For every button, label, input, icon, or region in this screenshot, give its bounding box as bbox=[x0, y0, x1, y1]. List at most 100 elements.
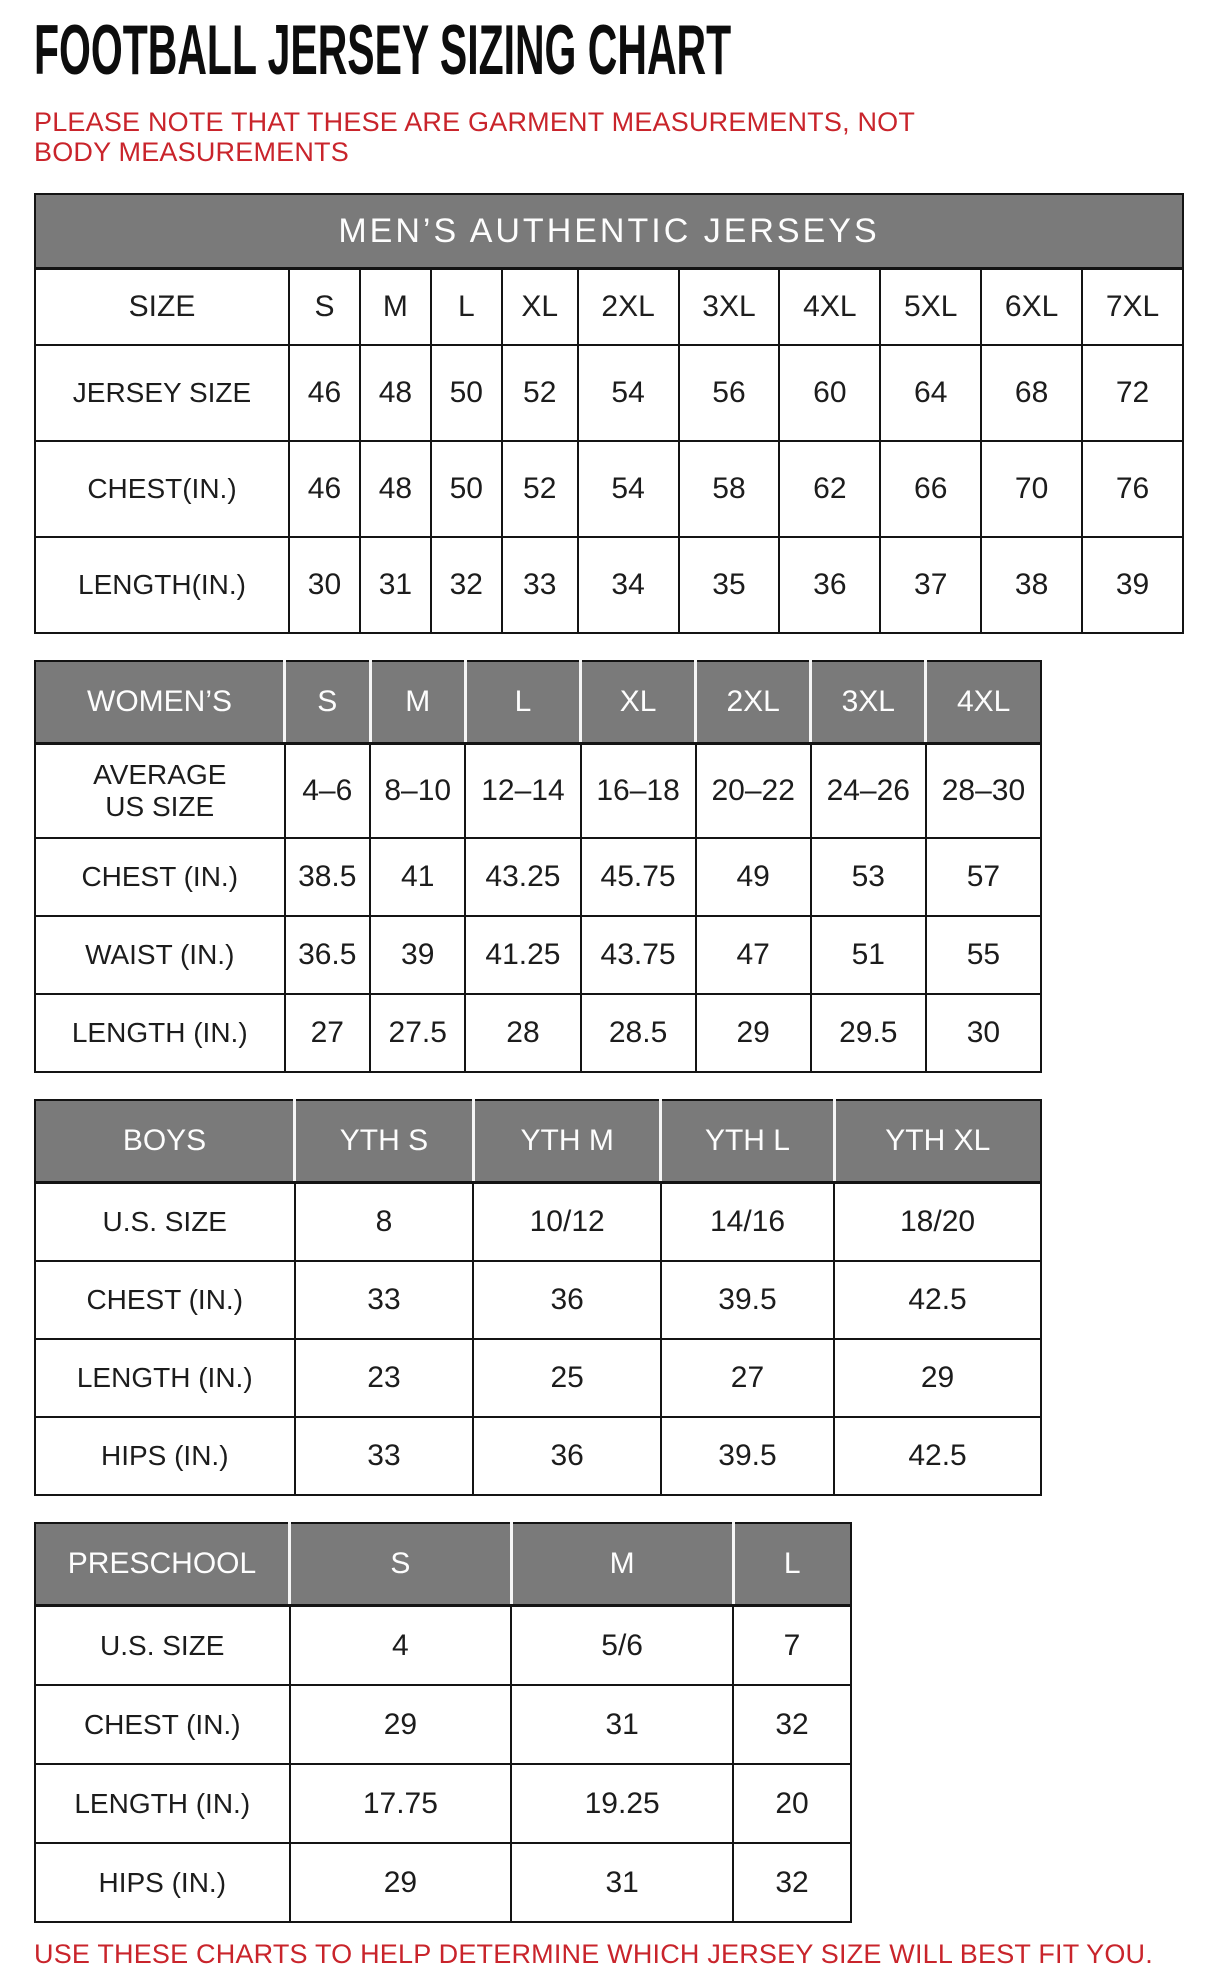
womens-value-cell: 29 bbox=[694, 993, 812, 1074]
boys-table-row: HIPS (IN.) 33 36 39.5 42.5 bbox=[34, 1416, 1042, 1497]
preschool-table-row: U.S. SIZE 4 5/6 7 bbox=[34, 1604, 852, 1687]
preschool-column-header-l: L bbox=[731, 1522, 852, 1608]
womens-column-header-m: M bbox=[368, 660, 467, 746]
womens-row-label: CHEST (IN.) bbox=[34, 837, 286, 918]
womens-value-cell: 45.75 bbox=[579, 837, 697, 918]
boys-value-cell: 27 bbox=[659, 1338, 836, 1419]
boys-value-cell: 39.5 bbox=[659, 1416, 836, 1497]
mens-value-cell: 62 bbox=[778, 440, 882, 539]
preschool-row-label: HIPS (IN.) bbox=[34, 1842, 291, 1924]
boys-table-row: U.S. SIZE 8 10/12 14/16 18/20 bbox=[34, 1181, 1042, 1263]
boys-column-header-yth-xl: YTH XL bbox=[832, 1099, 1042, 1185]
preschool-value-cell: 32 bbox=[732, 1684, 852, 1766]
mens-value-cell: 46 bbox=[288, 344, 361, 443]
mens-value-cell: 48 bbox=[358, 344, 432, 443]
preschool-row-label: CHEST (IN.) bbox=[34, 1684, 291, 1766]
mens-column-header-6xl: 6XL bbox=[980, 267, 1084, 347]
mens-row-label: CHEST(IN.) bbox=[34, 440, 290, 539]
preschool-value-cell: 4 bbox=[288, 1604, 513, 1687]
boys-value-cell: 10/12 bbox=[472, 1181, 662, 1263]
boys-column-header-yth-s: YTH S bbox=[293, 1099, 475, 1185]
mens-value-cell: 56 bbox=[677, 344, 781, 443]
mens-column-header-s: S bbox=[288, 267, 361, 347]
boys-value-cell: 33 bbox=[293, 1260, 475, 1341]
womens-value-cell: 51 bbox=[809, 915, 927, 996]
mens-value-cell: 34 bbox=[576, 536, 680, 635]
mens-value-cell: 70 bbox=[980, 440, 1084, 539]
preschool-value-cell: 19.25 bbox=[510, 1763, 735, 1845]
mens-value-cell: 50 bbox=[429, 440, 503, 539]
preschool-column-header-m: M bbox=[509, 1522, 735, 1608]
womens-value-cell: 28 bbox=[464, 993, 582, 1074]
mens-value-cell: 50 bbox=[429, 344, 503, 443]
preschool-value-cell: 29 bbox=[288, 1842, 513, 1924]
garment-measurement-note: PLEASE NOTE THAT THESE ARE GARMENT MEASU… bbox=[34, 107, 915, 167]
preschool-column-header-s: S bbox=[288, 1522, 513, 1608]
mens-value-cell: 60 bbox=[778, 344, 882, 443]
mens-column-header-5xl: 5XL bbox=[879, 267, 983, 347]
womens-value-cell: 43.25 bbox=[464, 837, 582, 918]
mens-header-row: SIZE S M L XL 2XL 3XL 4XL 5XL 6XL 7XL bbox=[34, 267, 1184, 347]
boys-table-row: CHEST (IN.) 33 36 39.5 42.5 bbox=[34, 1260, 1042, 1341]
preschool-sizing-table: PRESCHOOL S M L U.S. SIZE 4 5/6 7 CHEST (IN.) 29 3… bbox=[34, 1522, 852, 1924]
preschool-value-cell: 17.75 bbox=[288, 1763, 513, 1845]
mens-value-cell: 54 bbox=[576, 344, 680, 443]
mens-authentic-jerseys-table: MEN’S AUTHENTIC JERSEYS SIZE S M L XL 2XL 3XL 4X… bbox=[34, 193, 1184, 635]
mens-value-cell: 46 bbox=[288, 440, 361, 539]
boys-table-row: LENGTH (IN.) 23 25 27 29 bbox=[34, 1338, 1042, 1419]
womens-value-cell: 29.5 bbox=[809, 993, 927, 1074]
mens-column-header-2xl: 2XL bbox=[576, 267, 680, 347]
womens-value-cell: 20–22 bbox=[694, 742, 812, 840]
boys-value-cell: 39.5 bbox=[659, 1260, 836, 1341]
womens-value-cell: 49 bbox=[694, 837, 812, 918]
mens-value-cell: 39 bbox=[1081, 536, 1184, 635]
womens-table-row: WAIST (IN.) 36.5 39 41.25 43.75 47 51 55 bbox=[34, 915, 1043, 996]
preschool-header-row: PRESCHOOL S M L bbox=[34, 1522, 852, 1608]
womens-column-header-2xl: 2XL bbox=[694, 660, 813, 746]
womens-value-cell: 27.5 bbox=[369, 993, 467, 1074]
mens-table-row: CHEST(IN.) 46 48 50 52 54 58 62 66 70 76 bbox=[34, 440, 1184, 539]
boys-row-label: LENGTH (IN.) bbox=[34, 1338, 296, 1419]
womens-value-cell: 39 bbox=[369, 915, 467, 996]
preschool-table-row: LENGTH (IN.) 17.75 19.25 20 bbox=[34, 1763, 852, 1845]
boys-value-cell: 36 bbox=[472, 1260, 662, 1341]
mens-value-cell: 64 bbox=[879, 344, 983, 443]
preschool-value-cell: 32 bbox=[732, 1842, 852, 1924]
womens-sizing-table: WOMEN’S S M L XL 2XL 3XL 4XL AVERAGE US SIZE 4–6 8… bbox=[34, 660, 1043, 1074]
womens-column-header-l: L bbox=[463, 660, 583, 746]
preschool-column-header-label: PRESCHOOL bbox=[34, 1522, 291, 1608]
womens-value-cell: 4–6 bbox=[283, 742, 372, 840]
womens-table-row: AVERAGE US SIZE 4–6 8–10 12–14 16–18 20–22 24–… bbox=[34, 742, 1043, 840]
mens-value-cell: 33 bbox=[500, 536, 579, 635]
boys-value-cell: 18/20 bbox=[833, 1181, 1042, 1263]
womens-value-cell: 55 bbox=[924, 915, 1043, 996]
preschool-value-cell: 20 bbox=[732, 1763, 852, 1845]
boys-row-label: U.S. SIZE bbox=[34, 1181, 296, 1263]
boys-row-label: CHEST (IN.) bbox=[34, 1260, 296, 1341]
boys-value-cell: 25 bbox=[472, 1338, 662, 1419]
womens-column-header-4xl: 4XL bbox=[924, 660, 1043, 746]
mens-row-label: LENGTH(IN.) bbox=[34, 536, 290, 635]
womens-value-cell: 16–18 bbox=[579, 742, 697, 840]
preschool-value-cell: 29 bbox=[288, 1684, 513, 1766]
mens-column-header-7xl: 7XL bbox=[1081, 267, 1184, 347]
womens-column-header-xl: XL bbox=[579, 660, 698, 746]
mens-value-cell: 48 bbox=[358, 440, 432, 539]
womens-table-row: CHEST (IN.) 38.5 41 43.25 45.75 49 53 57 bbox=[34, 837, 1043, 918]
womens-value-cell: 8–10 bbox=[369, 742, 467, 840]
womens-row-label: WAIST (IN.) bbox=[34, 915, 286, 996]
mens-value-cell: 54 bbox=[576, 440, 680, 539]
boys-value-cell: 36 bbox=[472, 1416, 662, 1497]
womens-value-cell: 57 bbox=[924, 837, 1043, 918]
womens-header-row: WOMEN’S S M L XL 2XL 3XL 4XL bbox=[34, 660, 1043, 746]
womens-column-header-label: WOMEN’S bbox=[34, 660, 286, 746]
mens-value-cell: 76 bbox=[1081, 440, 1184, 539]
womens-row-label: AVERAGE US SIZE bbox=[34, 742, 286, 840]
mens-column-header-l: L bbox=[429, 267, 503, 347]
womens-value-cell: 41 bbox=[369, 837, 467, 918]
mens-table-row: LENGTH(IN.) 30 31 32 33 34 35 36 37 38 39 bbox=[34, 536, 1184, 635]
womens-value-cell: 24–26 bbox=[809, 742, 927, 840]
womens-value-cell: 43.75 bbox=[579, 915, 697, 996]
womens-column-header-s: S bbox=[283, 660, 372, 746]
womens-value-cell: 53 bbox=[809, 837, 927, 918]
